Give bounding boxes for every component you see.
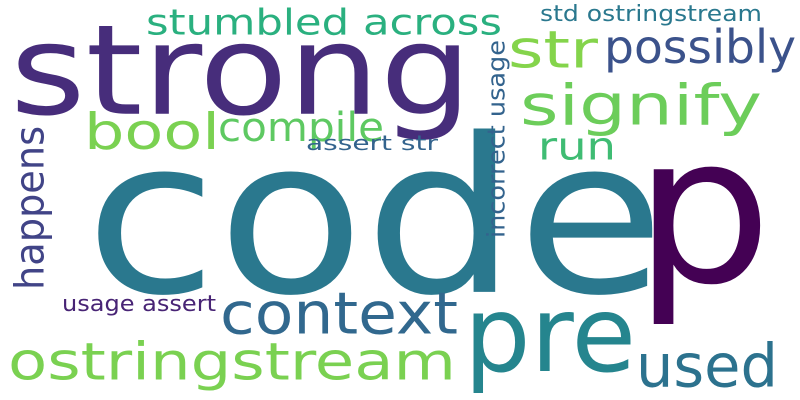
word-used: used [636, 337, 778, 397]
word-pre: pre [464, 282, 636, 387]
word-context: context [220, 285, 458, 343]
word-run: run [538, 128, 616, 166]
word-std-ostringstream: std ostringstream [540, 4, 762, 26]
word-incorrect-usage: incorrect usage [484, 40, 508, 238]
word-p: p [634, 108, 772, 313]
word-stumbled-across: stumbled across [146, 4, 502, 40]
word-usage-assert: usage assert [62, 294, 216, 316]
word-possibly: possibly [604, 24, 796, 70]
word-str: str [508, 24, 598, 76]
word-assert-str: assert str [306, 133, 438, 153]
word-happens: happens [10, 126, 50, 290]
word-bool: bool [84, 108, 220, 158]
